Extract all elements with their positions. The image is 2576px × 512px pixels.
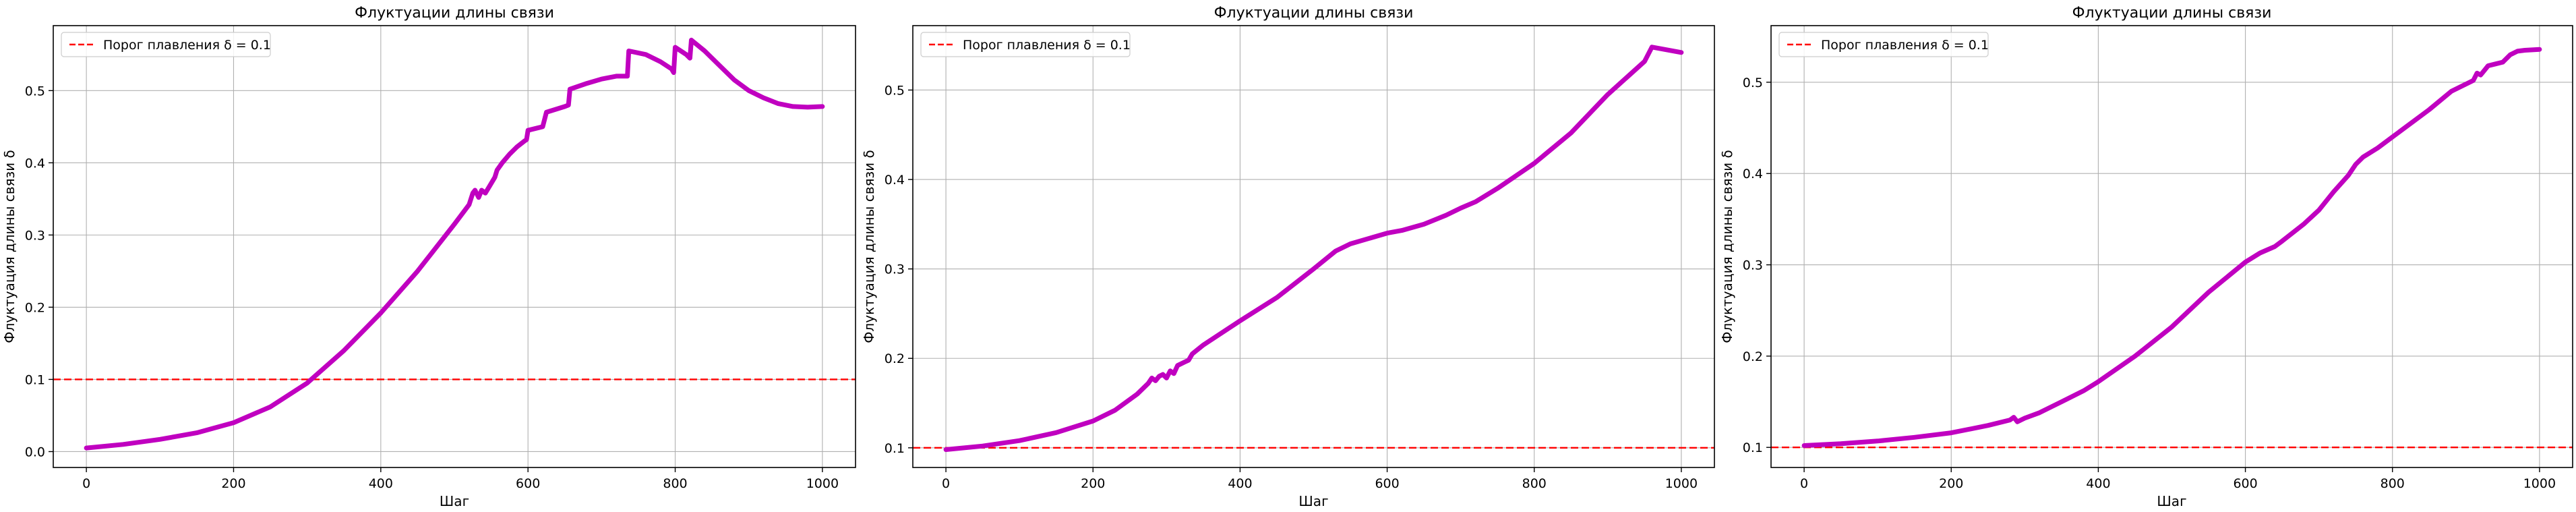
legend-label: Порог плавления δ = 0.1: [963, 38, 1131, 53]
chart-panel-1: 0 200 400 600 800 1000 0.0 0.1 0.2 0.3 0.4 0.5 Флукт…: [1, 5, 856, 509]
y-tick-label: 0.3: [25, 228, 45, 243]
legend-label: Порог плавления δ = 0.1: [103, 38, 271, 53]
x-tick-label: 400: [1228, 476, 1252, 491]
y-tick-label: 0.5: [885, 83, 905, 98]
chart-title: Флуктуации длины связи: [2072, 5, 2272, 22]
x-axis-label: Шаг: [440, 493, 469, 509]
x-tick-label: 200: [221, 476, 245, 491]
y-tick-label: 0.4: [885, 173, 905, 188]
y-tick-label: 0.5: [1743, 76, 1763, 90]
y-axis-label: Флуктуация длины связи δ: [1, 150, 18, 343]
plot-frame: [53, 25, 856, 468]
y-tick-label: 0.4: [1743, 167, 1763, 181]
y-tick-label: 0.2: [885, 351, 905, 366]
plot-frame: [912, 25, 1715, 468]
x-tick-label: 800: [2380, 476, 2405, 491]
x-axis-label: Шаг: [2157, 493, 2186, 509]
x-tick-label: 0: [82, 476, 90, 491]
x-tick-label: 600: [2233, 476, 2257, 491]
x-tick-label: 400: [2086, 476, 2110, 491]
x-tick-label: 200: [1939, 476, 1963, 491]
x-axis-label: Шаг: [1298, 493, 1328, 509]
legend-box: [920, 32, 1131, 57]
y-tick-label: 0.1: [1743, 440, 1763, 455]
x-tick-label: 1000: [1665, 476, 1698, 491]
chart-title: Флуктуации длины связи: [1214, 5, 1414, 22]
y-axis-label: Флуктуация длины связи δ: [1719, 150, 1735, 343]
x-tick-label: 800: [1522, 476, 1547, 491]
series-line-1: [1801, 47, 2542, 448]
chart-panel-3: 0 200 400 600 800 1000 0.1 0.2 0.3 0.4 0.5 Флуктуац…: [1719, 5, 2573, 509]
x-tick-label: 200: [1081, 476, 1105, 491]
x-tick-label: 0: [942, 476, 950, 491]
x-tick-label: 0: [1800, 476, 1808, 491]
y-tick-label: 0.1: [885, 441, 905, 456]
y-axis-label: Флуктуация длины связи δ: [861, 150, 877, 343]
y-tick-label: 0.3: [885, 262, 905, 277]
chart-title: Флуктуации длины связи: [355, 5, 554, 22]
y-tick-label: 0.2: [25, 300, 45, 315]
x-tick-label: 600: [516, 476, 540, 491]
chart-panel-2: 0 200 400 600 800 1000 0.1 0.2 0.3 0.4 0.5 Флуктуац…: [861, 5, 1715, 509]
x-tick-label: 800: [663, 476, 687, 491]
y-tick-label: 0.1: [25, 372, 45, 387]
plot-frame: [1770, 25, 2573, 468]
series-line-1: [84, 37, 825, 451]
y-tick-label: 0.5: [25, 84, 45, 98]
legend-box: [61, 32, 271, 57]
x-tick-label: 600: [1375, 476, 1399, 491]
y-tick-label: 0.2: [1743, 349, 1763, 364]
x-tick-label: 1000: [806, 476, 839, 491]
legend-label: Порог плавления δ = 0.1: [1821, 38, 1989, 53]
y-tick-label: 0.0: [25, 445, 45, 459]
y-tick-label: 0.4: [25, 156, 45, 171]
legend-box: [1778, 32, 1989, 57]
x-tick-label: 400: [369, 476, 393, 491]
series-line-1: [943, 45, 1684, 452]
x-tick-label: 1000: [2523, 476, 2556, 491]
y-tick-label: 0.3: [1743, 258, 1763, 273]
